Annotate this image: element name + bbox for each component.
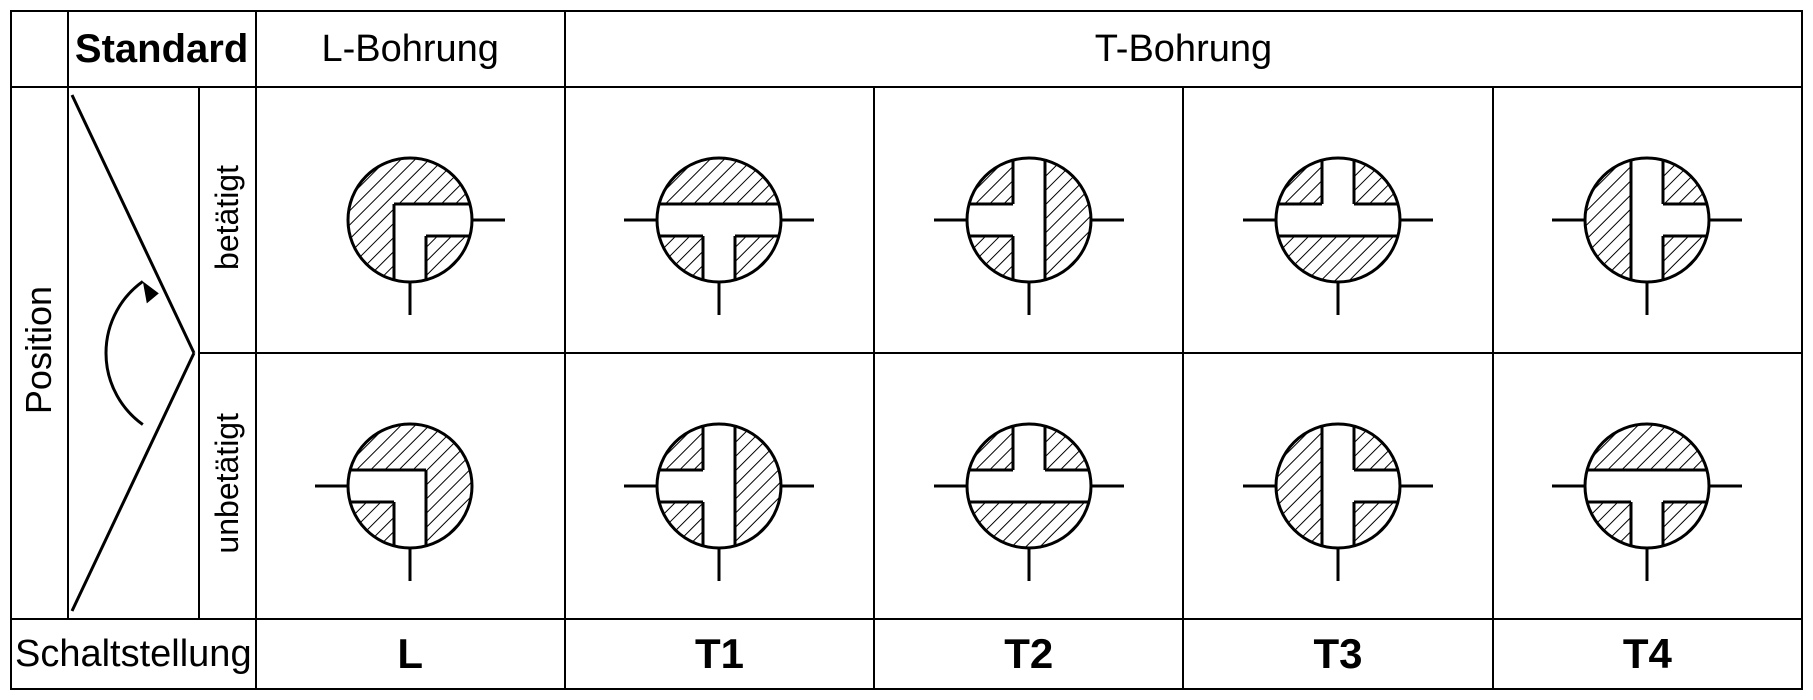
valve-position-table: Standard L-Bohrung T-Bohrung Position be… <box>10 10 1803 690</box>
position-cell: Position <box>11 87 68 619</box>
cell-r0-c4 <box>1493 87 1802 353</box>
cell-r1-c0 <box>256 353 565 619</box>
valve-symbol <box>909 366 1149 606</box>
position-arrow-icon <box>70 89 196 617</box>
valve-symbol <box>1218 366 1458 606</box>
cell-r0-c3 <box>1183 87 1492 353</box>
cell-r1-c4 <box>1493 353 1802 619</box>
label-position: Position <box>18 286 60 414</box>
valve-symbol <box>290 366 530 606</box>
footer-row: Schaltstellung L T1 T2 T3 T4 <box>11 619 1802 689</box>
valve-symbol <box>1527 100 1767 340</box>
valve-symbol <box>1218 100 1458 340</box>
valve-symbol <box>599 366 839 606</box>
header-t-bohrung: T-Bohrung <box>565 11 1802 87</box>
col-label-3: T3 <box>1314 630 1363 677</box>
cell-r0-c0 <box>256 87 565 353</box>
arrow-cell <box>68 87 199 619</box>
label-unbetatigt: unbetätigt <box>209 413 246 554</box>
footer-T2: T2 <box>874 619 1183 689</box>
sub-betatigt: betätigt <box>199 87 256 353</box>
row-unbetatigt: unbetätigt <box>11 353 1802 619</box>
footer-T3: T3 <box>1183 619 1492 689</box>
cell-r1-c1 <box>565 353 874 619</box>
footer-schaltstellung: Schaltstellung <box>11 619 256 689</box>
valve-symbol <box>909 100 1149 340</box>
cell-r0-c1 <box>565 87 874 353</box>
label-betatigt: betätigt <box>209 165 246 270</box>
col-label-0: L <box>397 630 423 677</box>
row-betatigt: Position betätigt <box>11 87 1802 353</box>
label-l-bohrung: L-Bohrung <box>321 28 498 70</box>
cell-r0-c2 <box>874 87 1183 353</box>
cell-r1-c3 <box>1183 353 1492 619</box>
col-label-1: T1 <box>695 630 744 677</box>
col-label-2: T2 <box>1004 630 1053 677</box>
footer-T1: T1 <box>565 619 874 689</box>
footer-L: L <box>256 619 565 689</box>
label-standard: Standard <box>75 27 248 71</box>
valve-symbol <box>290 100 530 340</box>
header-l-bohrung: L-Bohrung <box>256 11 565 87</box>
cell-r1-c2 <box>874 353 1183 619</box>
valve-symbol <box>599 100 839 340</box>
sub-unbetatigt: unbetätigt <box>199 353 256 619</box>
valve-symbol <box>1527 366 1767 606</box>
col-label-4: T4 <box>1623 630 1672 677</box>
header-standard: Standard <box>68 11 256 87</box>
footer-T4: T4 <box>1493 619 1802 689</box>
label-t-bohrung: T-Bohrung <box>1095 28 1272 70</box>
header-row: Standard L-Bohrung T-Bohrung <box>11 11 1802 87</box>
label-schaltstellung: Schaltstellung <box>15 633 252 675</box>
